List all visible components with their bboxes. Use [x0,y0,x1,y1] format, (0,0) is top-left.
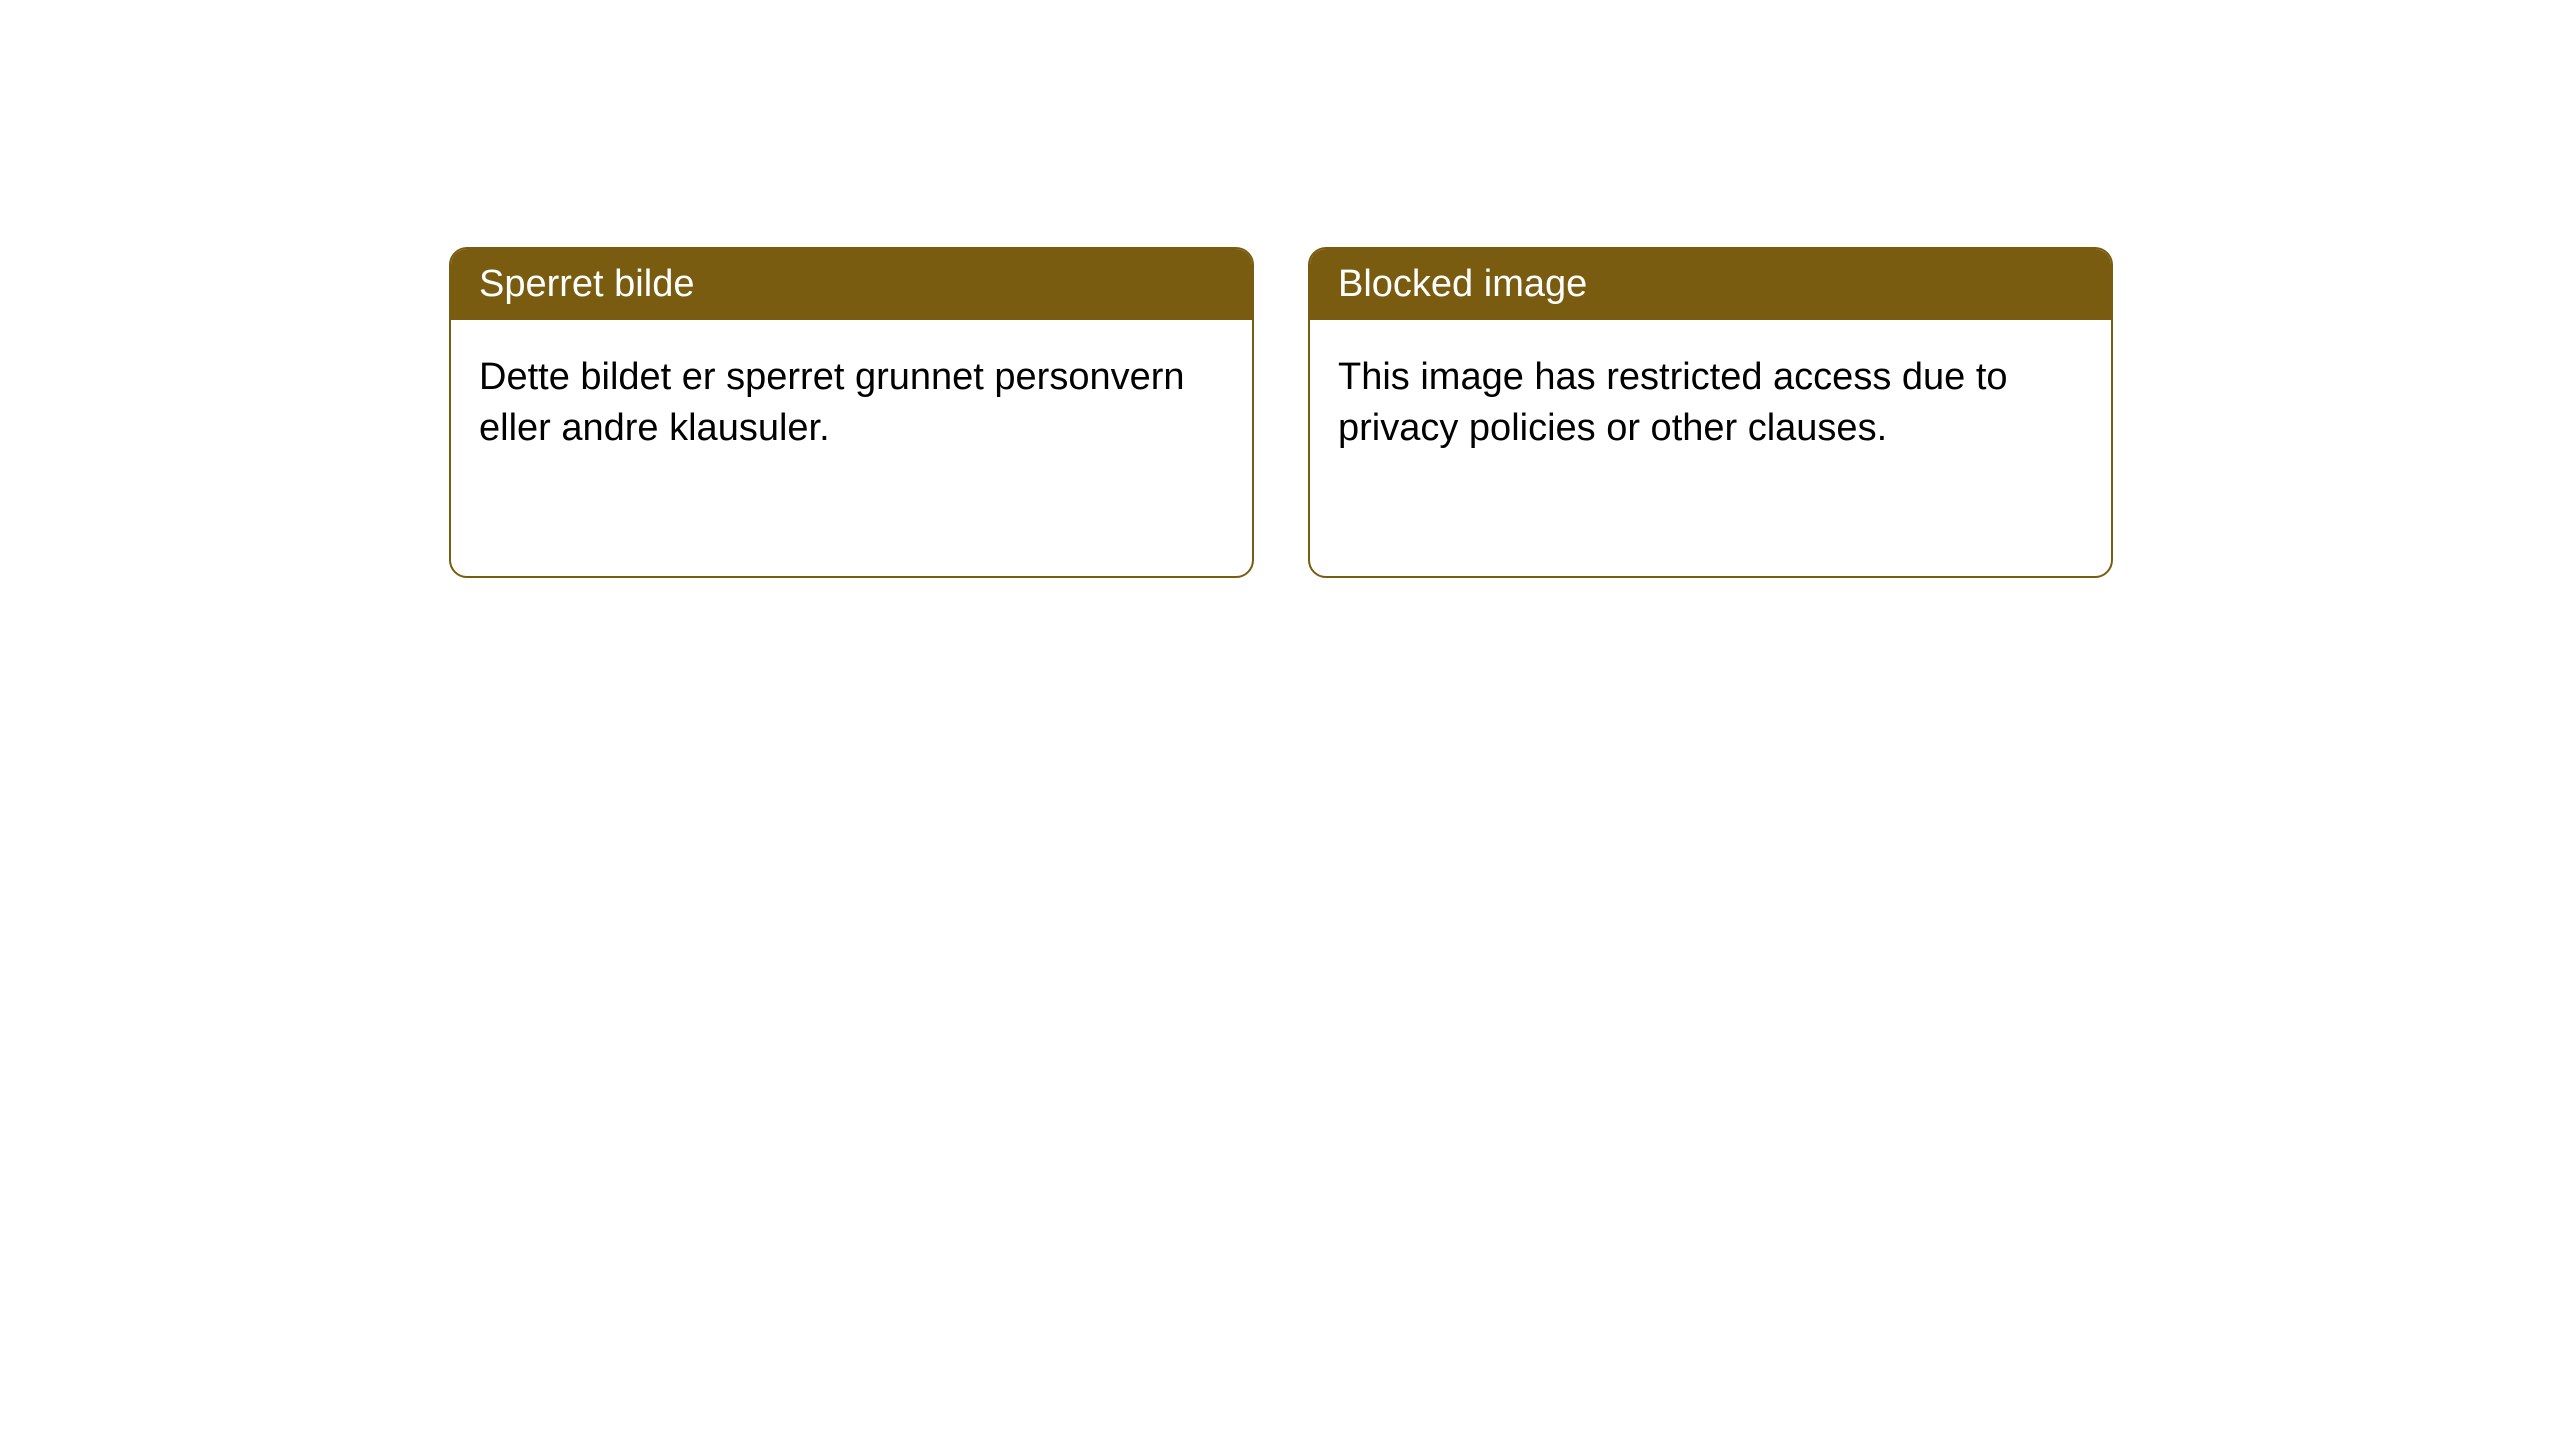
card-body: This image has restricted access due to … [1310,320,2111,487]
notice-cards-container: Sperret bilde Dette bildet er sperret gr… [449,247,2113,578]
card-title: Sperret bilde [479,263,694,305]
notice-card-norwegian: Sperret bilde Dette bildet er sperret gr… [449,247,1254,578]
card-body: Dette bildet er sperret grunnet personve… [451,320,1252,487]
card-header: Blocked image [1310,249,2111,320]
card-title: Blocked image [1338,263,1587,305]
card-body-text: This image has restricted access due to … [1338,356,2008,449]
card-body-text: Dette bildet er sperret grunnet personve… [479,356,1185,449]
notice-card-english: Blocked image This image has restricted … [1308,247,2113,578]
card-header: Sperret bilde [451,249,1252,320]
